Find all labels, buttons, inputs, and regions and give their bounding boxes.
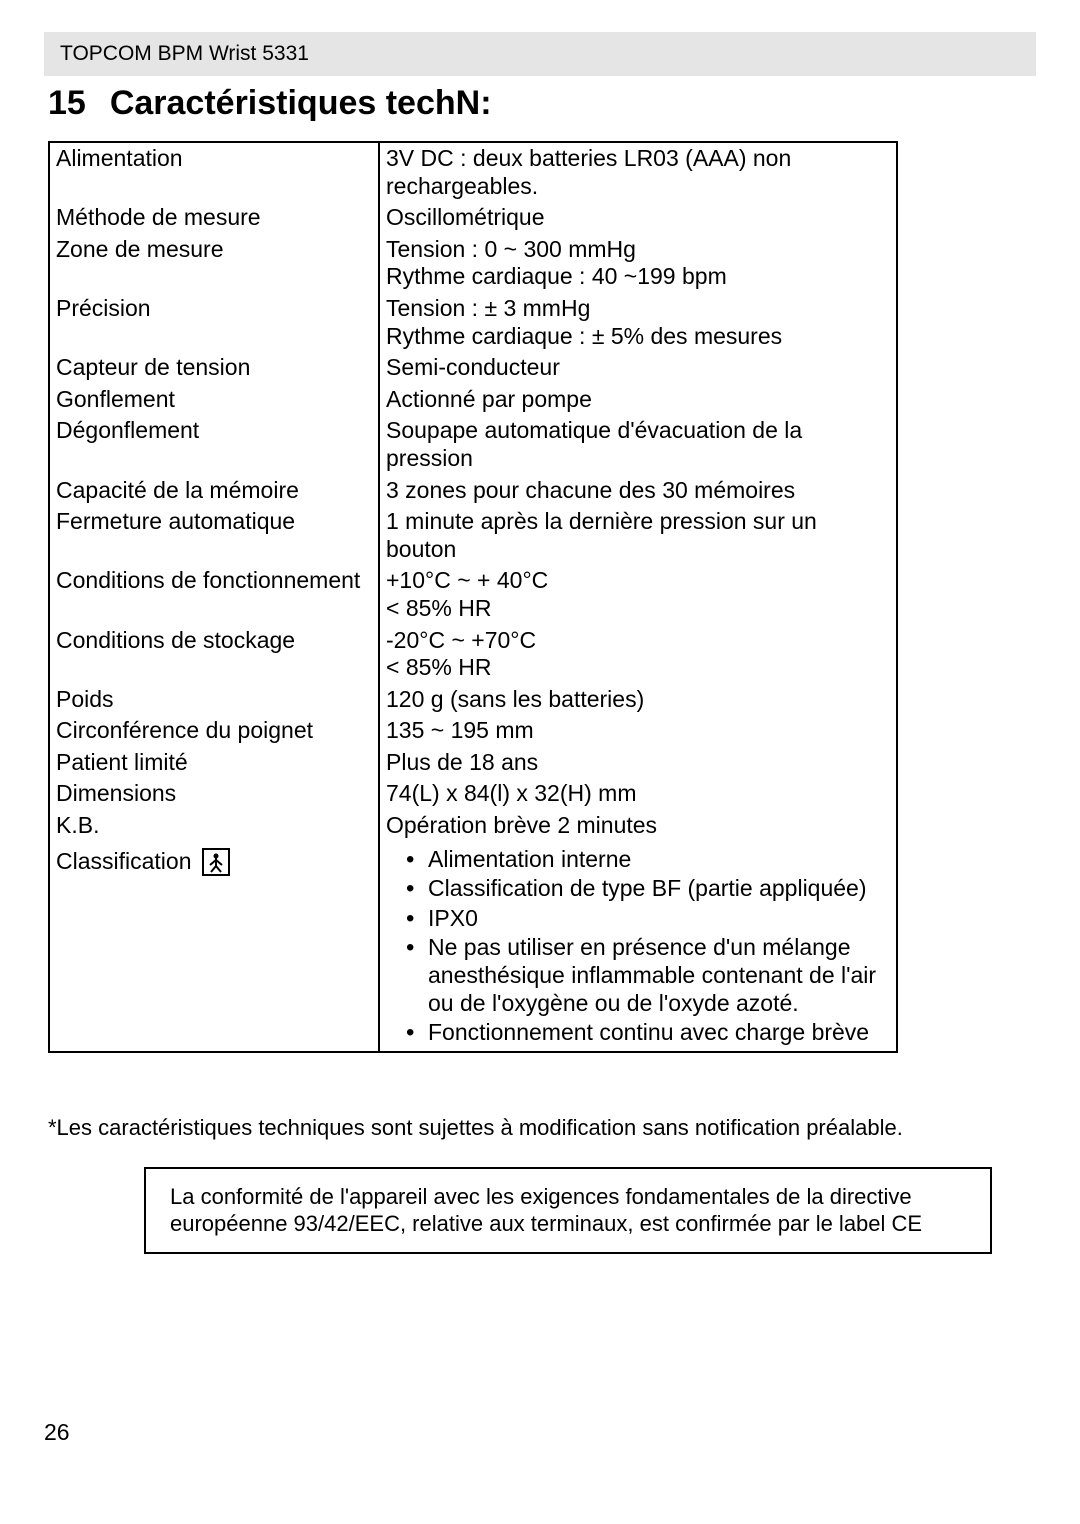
table-row: PrécisionTension : ± 3 mmHgRythme cardia… bbox=[49, 293, 897, 352]
type-bf-icon bbox=[202, 848, 230, 876]
spec-label: Alimentation bbox=[49, 142, 379, 202]
table-row: Fermeture automatique1 minute après la d… bbox=[49, 506, 897, 565]
list-item: Classification de type BF (partie appliq… bbox=[406, 875, 890, 903]
spec-value: Plus de 18 ans bbox=[379, 747, 897, 779]
spec-label: K.B. bbox=[49, 810, 379, 842]
footnote: *Les caractéristiques techniques sont su… bbox=[44, 1115, 1036, 1141]
header-text: TOPCOM BPM Wrist 5331 bbox=[60, 42, 309, 65]
spec-label: Classification bbox=[49, 842, 379, 1052]
spec-value: Oscillométrique bbox=[379, 202, 897, 234]
spec-label: Gonflement bbox=[49, 384, 379, 416]
spec-label: Fermeture automatique bbox=[49, 506, 379, 565]
spec-label: Capacité de la mémoire bbox=[49, 475, 379, 507]
table-row: Capteur de tensionSemi-conducteur bbox=[49, 352, 897, 384]
table-row: Classification Alimentation interneClassi… bbox=[49, 842, 897, 1052]
spec-label: Circonférence du poignet bbox=[49, 715, 379, 747]
table-row: Conditions de fonctionnement+10°C ~ + 40… bbox=[49, 565, 897, 624]
section-number: 15 bbox=[48, 84, 86, 122]
spec-value: 74(L) x 84(l) x 32(H) mm bbox=[379, 778, 897, 810]
list-item: IPX0 bbox=[406, 905, 890, 933]
spec-value: 120 g (sans les batteries) bbox=[379, 684, 897, 716]
spec-label: Patient limité bbox=[49, 747, 379, 779]
spec-value: 3V DC : deux batteries LR03 (AAA) non re… bbox=[379, 142, 897, 202]
spec-value: Tension : ± 3 mmHgRythme cardiaque : ± 5… bbox=[379, 293, 897, 352]
spec-value: Semi-conducteur bbox=[379, 352, 897, 384]
spec-value: -20°C ~ +70°C< 85% HR bbox=[379, 625, 897, 684]
spec-value: Alimentation interneClassification de ty… bbox=[379, 842, 897, 1052]
spec-value: Tension : 0 ~ 300 mmHgRythme cardiaque :… bbox=[379, 234, 897, 293]
table-row: Méthode de mesureOscillométrique bbox=[49, 202, 897, 234]
spec-value: Actionné par pompe bbox=[379, 384, 897, 416]
table-row: Capacité de la mémoire3 zones pour chacu… bbox=[49, 475, 897, 507]
list-item: Fonctionnement continu avec charge brève bbox=[406, 1019, 890, 1047]
spec-value: Soupape automatique d'évacuation de la p… bbox=[379, 415, 897, 474]
spec-value: 1 minute après la dernière pression sur … bbox=[379, 506, 897, 565]
table-row: K.B.Opération brève 2 minutes bbox=[49, 810, 897, 842]
header-bar: TOPCOM BPM Wrist 5331 bbox=[44, 32, 1036, 76]
spec-label: Capteur de tension bbox=[49, 352, 379, 384]
table-row: Alimentation3V DC : deux batteries LR03 … bbox=[49, 142, 897, 202]
spec-table: Alimentation3V DC : deux batteries LR03 … bbox=[48, 141, 898, 1053]
table-row: DégonflementSoupape automatique d'évacua… bbox=[49, 415, 897, 474]
table-row: Patient limitéPlus de 18 ans bbox=[49, 747, 897, 779]
list-item: Ne pas utiliser en présence d'un mélange… bbox=[406, 934, 890, 1017]
spec-label: Méthode de mesure bbox=[49, 202, 379, 234]
spec-value: 135 ~ 195 mm bbox=[379, 715, 897, 747]
section-title: 15 Caractéristiques techN: bbox=[44, 84, 1036, 123]
section-title-text: Caractéristiques techN: bbox=[110, 84, 492, 122]
spec-label: Conditions de fonctionnement bbox=[49, 565, 379, 624]
spec-label: Précision bbox=[49, 293, 379, 352]
table-row: GonflementActionné par pompe bbox=[49, 384, 897, 416]
spec-table-body: Alimentation3V DC : deux batteries LR03 … bbox=[49, 142, 897, 1052]
spec-label: Conditions de stockage bbox=[49, 625, 379, 684]
table-row: Circonférence du poignet135 ~ 195 mm bbox=[49, 715, 897, 747]
compliance-text: La conformité de l'appareil avec les exi… bbox=[170, 1184, 922, 1237]
table-row: Zone de mesureTension : 0 ~ 300 mmHgRyth… bbox=[49, 234, 897, 293]
page-number: 26 bbox=[44, 1419, 70, 1446]
spec-label: Dégonflement bbox=[49, 415, 379, 474]
classification-list: Alimentation interneClassification de ty… bbox=[386, 846, 890, 1047]
list-item: Alimentation interne bbox=[406, 846, 890, 874]
table-row: Poids120 g (sans les batteries) bbox=[49, 684, 897, 716]
table-row: Conditions de stockage-20°C ~ +70°C< 85%… bbox=[49, 625, 897, 684]
spec-label: Dimensions bbox=[49, 778, 379, 810]
classification-label: Classification bbox=[56, 848, 192, 876]
spec-value: 3 zones pour chacune des 30 mémoires bbox=[379, 475, 897, 507]
spec-label: Poids bbox=[49, 684, 379, 716]
spec-value: Opération brève 2 minutes bbox=[379, 810, 897, 842]
compliance-box: La conformité de l'appareil avec les exi… bbox=[144, 1167, 992, 1254]
spec-label: Zone de mesure bbox=[49, 234, 379, 293]
table-row: Dimensions74(L) x 84(l) x 32(H) mm bbox=[49, 778, 897, 810]
spec-value: +10°C ~ + 40°C< 85% HR bbox=[379, 565, 897, 624]
